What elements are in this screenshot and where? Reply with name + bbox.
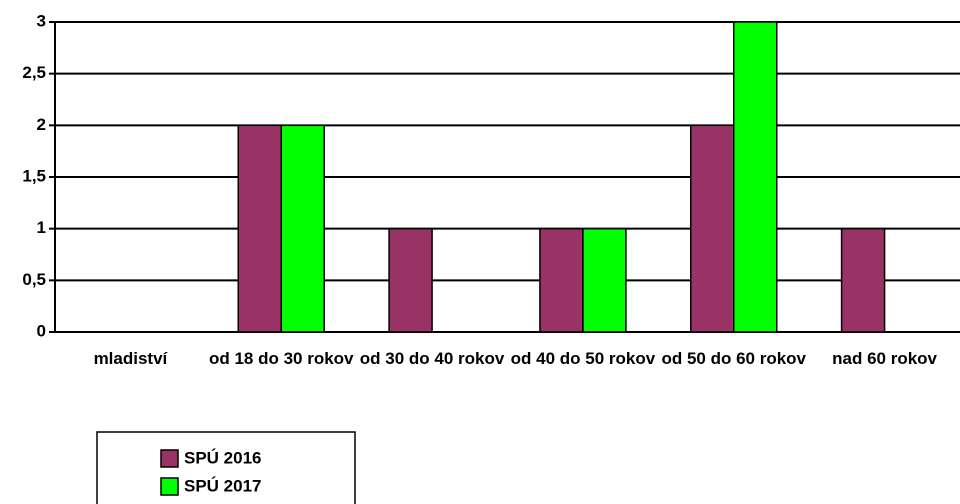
x-tick-label: nad 60 rokov [832, 349, 937, 368]
x-tick-label: od 18 do 30 rokov [208, 349, 354, 368]
bar [539, 227, 584, 333]
x-tick-label: mladiství [93, 349, 168, 368]
y-tick-label: 3 [37, 11, 46, 30]
x-tick-label: od 50 do 60 rokov [661, 349, 807, 368]
legend-box [96, 431, 356, 504]
y-tick-label: 2 [37, 115, 46, 134]
legend-label: SPÚ 2017 [184, 476, 262, 495]
legend-swatch [160, 449, 179, 468]
bar [690, 124, 735, 333]
legend-swatch [160, 477, 179, 496]
bar [733, 21, 778, 333]
x-tick-label: od 40 do 50 rokov [510, 349, 656, 368]
y-tick-label: 1,5 [22, 166, 46, 185]
bar [388, 227, 433, 333]
y-tick-label: 1 [37, 218, 46, 237]
y-tick-label: 0 [37, 321, 46, 340]
legend-label: SPÚ 2016 [184, 448, 262, 467]
x-tick-label: od 30 do 40 rokov [359, 349, 505, 368]
bar [840, 227, 886, 333]
bar [582, 227, 627, 333]
y-tick-label: 0,5 [22, 270, 46, 289]
y-tick-label: 2,5 [22, 63, 46, 82]
bar [237, 124, 282, 333]
bar [280, 124, 325, 333]
